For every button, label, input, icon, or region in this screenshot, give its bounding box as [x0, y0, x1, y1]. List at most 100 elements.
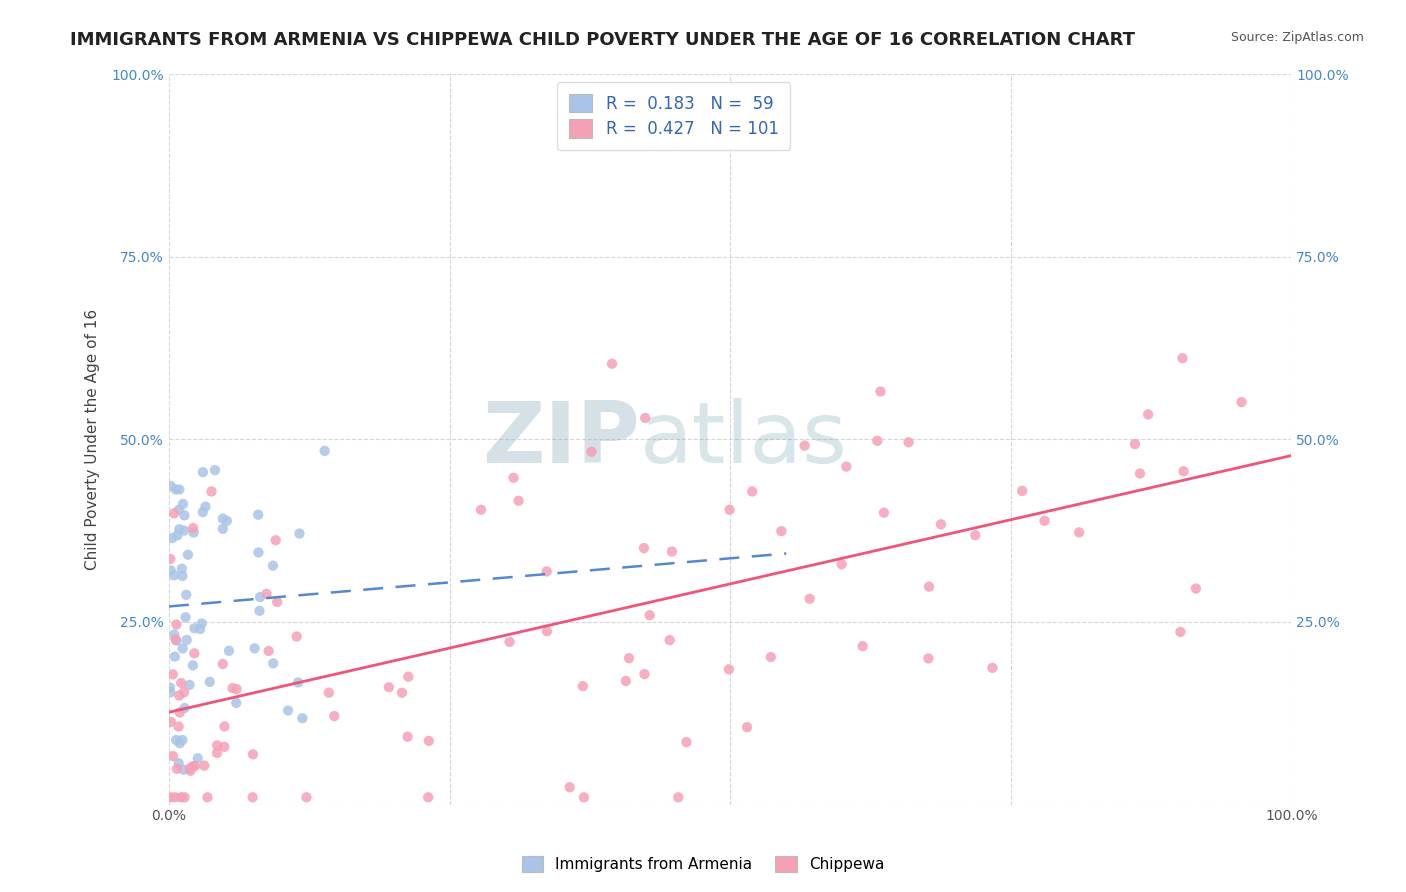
Point [159, 714, 181, 729]
Point [163, 649, 186, 664]
Point [183, 525, 205, 540]
Point [242, 747, 264, 762]
Point [378, 680, 401, 694]
Point [869, 384, 891, 399]
Point [852, 639, 875, 653]
Point [221, 681, 243, 695]
Point [169, 522, 191, 536]
Point [166, 528, 188, 542]
Point [502, 471, 524, 485]
Point [159, 681, 181, 695]
Point [170, 790, 193, 805]
Point [165, 632, 187, 647]
Point [214, 719, 236, 733]
Point [396, 670, 419, 684]
Point [1171, 351, 1194, 366]
Point [873, 506, 896, 520]
Point [225, 696, 247, 710]
Point [173, 508, 195, 523]
Point [1129, 467, 1152, 481]
Point [581, 444, 603, 458]
Point [633, 667, 655, 681]
Point [187, 751, 209, 765]
Point [170, 562, 193, 576]
Point [981, 661, 1004, 675]
Point [159, 790, 181, 805]
Text: ZIP: ZIP [482, 398, 640, 481]
Point [173, 701, 195, 715]
Point [170, 676, 193, 690]
Point [188, 622, 211, 636]
Point [759, 650, 782, 665]
Legend: Immigrants from Armenia, Chippewa: Immigrants from Armenia, Chippewa [515, 848, 891, 880]
Point [204, 463, 226, 477]
Point [314, 443, 336, 458]
Point [172, 641, 194, 656]
Point [169, 706, 191, 720]
Point [198, 674, 221, 689]
Point [323, 709, 346, 723]
Point [160, 531, 183, 545]
Point [172, 763, 194, 777]
Point [508, 493, 530, 508]
Point [166, 762, 188, 776]
Point [866, 434, 889, 448]
Point [249, 590, 271, 604]
Point [793, 439, 815, 453]
Point [179, 764, 201, 778]
Point [181, 658, 204, 673]
Point [247, 545, 270, 559]
Point [165, 733, 187, 747]
Point [243, 641, 266, 656]
Point [1170, 624, 1192, 639]
Point [184, 759, 207, 773]
Point [396, 730, 419, 744]
Point [172, 497, 194, 511]
Point [1230, 395, 1253, 409]
Point [965, 528, 987, 542]
Point [179, 678, 201, 692]
Point [176, 632, 198, 647]
Point [318, 685, 340, 699]
Point [638, 608, 661, 623]
Point [159, 552, 181, 566]
Point [418, 734, 440, 748]
Point [197, 790, 219, 805]
Point [1137, 408, 1160, 422]
Point [162, 667, 184, 681]
Point [163, 627, 186, 641]
Point [181, 521, 204, 535]
Legend: R =  0.183   N =  59, R =  0.427   N = 101: R = 0.183 N = 59, R = 0.427 N = 101 [558, 82, 790, 150]
Point [211, 657, 233, 671]
Point [717, 662, 740, 676]
Point [212, 522, 235, 536]
Point [262, 558, 284, 573]
Point [1011, 483, 1033, 498]
Point [205, 746, 228, 760]
Point [225, 682, 247, 697]
Point [617, 651, 640, 665]
Point [163, 568, 186, 582]
Point [666, 790, 689, 805]
Point [190, 616, 212, 631]
Point [741, 484, 763, 499]
Point [1173, 464, 1195, 478]
Point [266, 595, 288, 609]
Point [163, 507, 186, 521]
Point [831, 558, 853, 572]
Point [1033, 514, 1056, 528]
Point [918, 580, 941, 594]
Text: Source: ZipAtlas.com: Source: ZipAtlas.com [1230, 31, 1364, 45]
Point [173, 685, 195, 699]
Point [633, 541, 655, 555]
Point [159, 685, 181, 699]
Point [194, 500, 217, 514]
Point [165, 483, 187, 497]
Point [211, 511, 233, 525]
Point [418, 790, 440, 805]
Y-axis label: Child Poverty Under the Age of 16: Child Poverty Under the Age of 16 [86, 309, 100, 570]
Point [173, 524, 195, 538]
Point [172, 733, 194, 747]
Point [600, 357, 623, 371]
Point [675, 735, 697, 749]
